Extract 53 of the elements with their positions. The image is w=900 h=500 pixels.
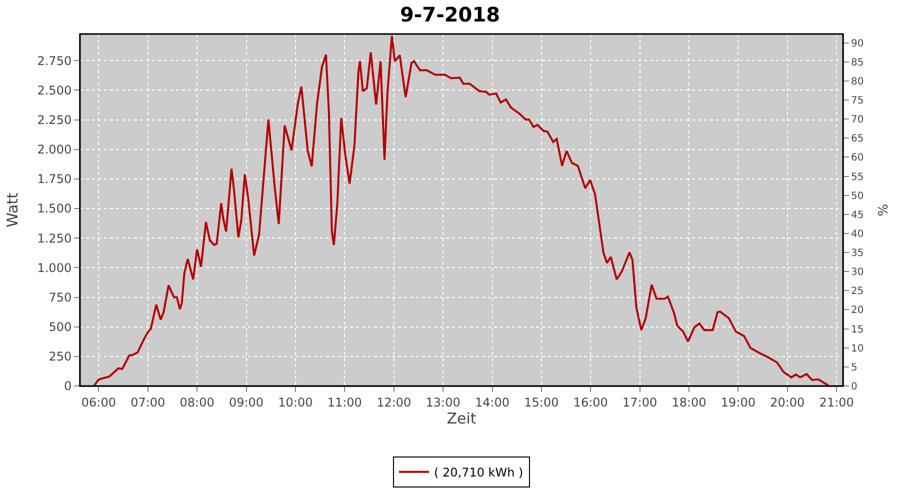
y-tick-label: 1.000 [37, 260, 72, 275]
y2-tick-label: 65 [851, 134, 864, 145]
y2-tick-label: 60 [851, 152, 864, 164]
x-tick-label: 06:00 [81, 395, 116, 410]
y2-tick-label: 70 [851, 114, 864, 126]
y-tick-label: 1.750 [37, 172, 72, 186]
y2-tick-label: 10 [851, 343, 864, 354]
x-tick-label: 16:00 [573, 395, 608, 410]
x-tick-label: 19:00 [720, 395, 756, 410]
y2-tick-label: 20 [851, 305, 864, 316]
y2-tick-label: 75 [851, 95, 864, 106]
y2-tick-label: 85 [851, 57, 864, 68]
y-tick-label: 2.000 [37, 142, 72, 157]
y2-tick-label: 30 [851, 267, 864, 278]
y-axis-title: Watt [3, 192, 22, 228]
y2-tick-label: 35 [851, 248, 864, 260]
y2-tick-label: 15 [851, 324, 864, 336]
y-tick-label: 2.250 [37, 112, 72, 127]
x-tick-label: 14:00 [474, 395, 510, 410]
x-tick-label: 20:00 [770, 395, 805, 410]
y-tick-label: 1.500 [37, 202, 72, 216]
x-tick-label: 17:00 [622, 395, 658, 410]
y-tick-label: 250 [48, 350, 72, 364]
x-tick-label: 09:00 [228, 395, 264, 410]
x-tick-label: 15:00 [524, 395, 559, 410]
y-tick-label: 1.250 [37, 231, 72, 246]
x-tick-label: 18:00 [672, 395, 706, 410]
y-tick-label: 500 [48, 320, 72, 334]
y2-tick-label: 45 [851, 210, 864, 221]
x-tick-label: 07:00 [130, 395, 166, 410]
y2-tick-label: 55 [851, 172, 864, 183]
y2-tick-label: 25 [851, 286, 864, 298]
y2-tick-label: 50 [851, 190, 864, 202]
y2-tick-label: 40 [851, 228, 864, 240]
x-tick-label: 11:00 [327, 395, 362, 410]
chart-title: 9-7-2018 [400, 2, 500, 26]
y-tick-label: 750 [48, 290, 72, 304]
line-series [93, 34, 830, 386]
x-axis-title: Zeit [446, 409, 476, 428]
x-tick-label: 13:00 [426, 395, 460, 410]
y2-tick-label: 90 [851, 38, 864, 50]
y-tick-label: 2.500 [37, 83, 72, 98]
x-tick-label: 08:00 [180, 395, 214, 410]
y2-axis-title: % [876, 204, 892, 216]
y2-tick-label: 5 [851, 362, 858, 374]
legend-label: ( 20,710 kWh ) [434, 466, 524, 480]
x-tick-label: 10:00 [278, 395, 313, 410]
x-tick-label: 12:00 [376, 395, 412, 410]
y2-tick-label: 80 [851, 76, 864, 88]
x-tick-label: 21:00 [819, 395, 854, 410]
y-tick-label: 0 [64, 379, 72, 394]
y2-tick-label: 0 [851, 382, 858, 392]
y-tick-label: 2.750 [37, 54, 72, 68]
